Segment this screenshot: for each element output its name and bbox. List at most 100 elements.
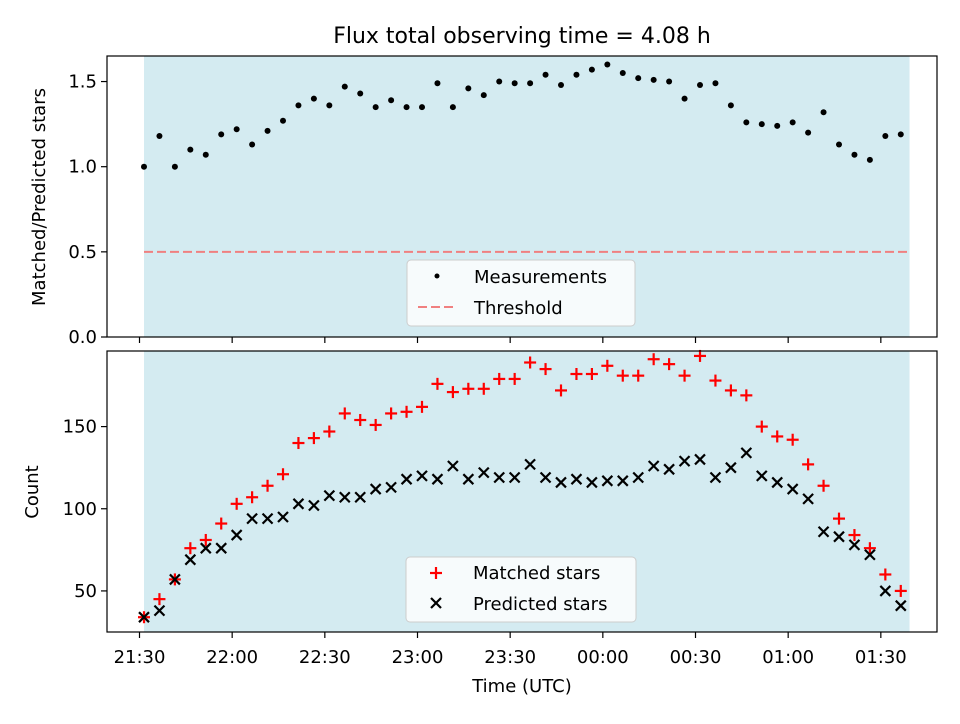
- predicted-star-point: [153, 604, 166, 617]
- top-legend: Measurements Threshold: [406, 259, 636, 327]
- bottom-y-tick-label: 50: [74, 581, 97, 602]
- matched-star-point: [323, 425, 336, 438]
- predicted-star-point: [694, 453, 706, 466]
- matched-star-point: [199, 533, 212, 546]
- predicted-star-point: [879, 585, 892, 597]
- predicted-star-point: [369, 483, 382, 495]
- predicted-star-point: [431, 473, 444, 485]
- matched-star-point: [585, 368, 598, 381]
- measurement-point: [511, 80, 518, 87]
- measurement-point: [805, 129, 812, 136]
- bottom-panel: 50 100 150 21:30 22:00 22:30 23:00 23:30 00:00 0…: [22, 349, 938, 697]
- measurement-point: [310, 95, 317, 102]
- measurement-point: [681, 95, 688, 102]
- measurement-point: [372, 104, 379, 111]
- measurement-point: [758, 121, 765, 128]
- measurement-point: [743, 119, 750, 126]
- matched-star-point: [307, 432, 320, 445]
- predicted-star-point: [215, 542, 228, 554]
- legend-measurements-marker: [434, 273, 440, 279]
- predicted-star-point: [663, 463, 675, 476]
- matched-star-point: [616, 369, 629, 382]
- measurement-point: [604, 61, 611, 68]
- predicted-star-point: [833, 530, 845, 543]
- x-tick-label: 00:00: [577, 647, 629, 668]
- measurement-point: [434, 80, 441, 87]
- predicted-star-point: [586, 476, 598, 489]
- predicted-star-point: [292, 498, 305, 510]
- predicted-star-point: [138, 611, 150, 623]
- predicted-star-point: [447, 460, 459, 472]
- measurement-point: [480, 92, 487, 99]
- matched-star-point: [369, 418, 382, 431]
- measurement-point: [558, 81, 565, 88]
- top-y-axis-label: Matched/Predicted stars: [29, 88, 50, 306]
- top-legend-box: [406, 259, 636, 327]
- predicted-star-point: [246, 512, 258, 525]
- legend-matched-label: Matched stars: [473, 563, 600, 584]
- predicted-star-point: [555, 476, 567, 489]
- bottom-x-axis-ticks: 21:30 22:00 22:30 23:00 23:30 00:00 00:30 01:00…: [114, 632, 907, 668]
- x-axis-label: Time (UTC): [471, 676, 572, 697]
- measurement-point: [836, 141, 843, 148]
- matched-star-point: [632, 369, 645, 382]
- matched-star-point: [663, 358, 676, 371]
- predicted-star-point: [632, 471, 645, 484]
- measurement-point: [882, 133, 889, 140]
- predicted-star-point: [385, 481, 397, 494]
- matched-star-point: [755, 420, 768, 433]
- matched-star-point: [863, 542, 876, 555]
- measurement-point: [573, 71, 580, 78]
- matched-star-point: [184, 542, 197, 555]
- predicted-star-point: [277, 511, 289, 523]
- bottom-y-tick-label: 150: [63, 417, 97, 438]
- measurement-point: [851, 151, 858, 158]
- measurement-point: [789, 119, 796, 126]
- matched-star-point: [292, 437, 305, 450]
- matched-star-point: [385, 407, 398, 420]
- measurement-point: [774, 122, 781, 129]
- top-plot-frame: [106, 55, 938, 338]
- measurement-point: [712, 80, 719, 87]
- measurement-point: [218, 131, 225, 138]
- predicted-star-point: [864, 548, 876, 561]
- measurement-point: [650, 76, 657, 83]
- matched-star-point: [524, 356, 537, 369]
- matched-star-point: [153, 593, 166, 606]
- measurement-point: [727, 102, 734, 109]
- matched-star-point: [601, 359, 614, 372]
- measurement-point: [666, 78, 673, 85]
- predicted-star-point: [169, 573, 181, 586]
- predicted-star-point: [709, 471, 722, 484]
- matched-star-point: [647, 353, 660, 366]
- predicted-star-point: [895, 599, 907, 612]
- predicted-star-point: [802, 493, 814, 505]
- measurement-point: [897, 131, 904, 138]
- matched-star-point: [570, 368, 583, 381]
- predicted-star-point: [817, 525, 830, 538]
- bottom-y-axis-label: Count: [22, 465, 43, 518]
- predicted-star-point: [848, 539, 861, 551]
- measurement-point: [233, 126, 240, 133]
- measurement-point: [187, 146, 194, 153]
- measurement-point: [249, 141, 256, 148]
- legend-threshold-label: Threshold: [473, 298, 563, 319]
- measurement-point: [496, 78, 503, 85]
- measurement-point: [820, 109, 827, 116]
- legend-predicted-label: Predicted stars: [473, 594, 607, 615]
- predicted-star-point: [261, 512, 274, 525]
- predicted-star-point: [478, 466, 490, 479]
- measurement-point: [156, 133, 163, 140]
- matched-star-point: [261, 479, 274, 492]
- matched-star-point: [477, 382, 490, 395]
- matched-star-point: [833, 512, 846, 525]
- matched-star-point: [786, 433, 799, 446]
- measurement-point: [527, 80, 534, 87]
- predicted-star-point: [200, 542, 212, 554]
- predicted-star-point: [786, 483, 799, 495]
- bottom-legend: Matched stars Predicted stars: [405, 556, 637, 623]
- predicted-star-point: [539, 471, 552, 484]
- top-y-tick-label: 0.5: [68, 242, 97, 263]
- matched-star-point: [817, 479, 830, 492]
- measurement-point: [866, 156, 873, 163]
